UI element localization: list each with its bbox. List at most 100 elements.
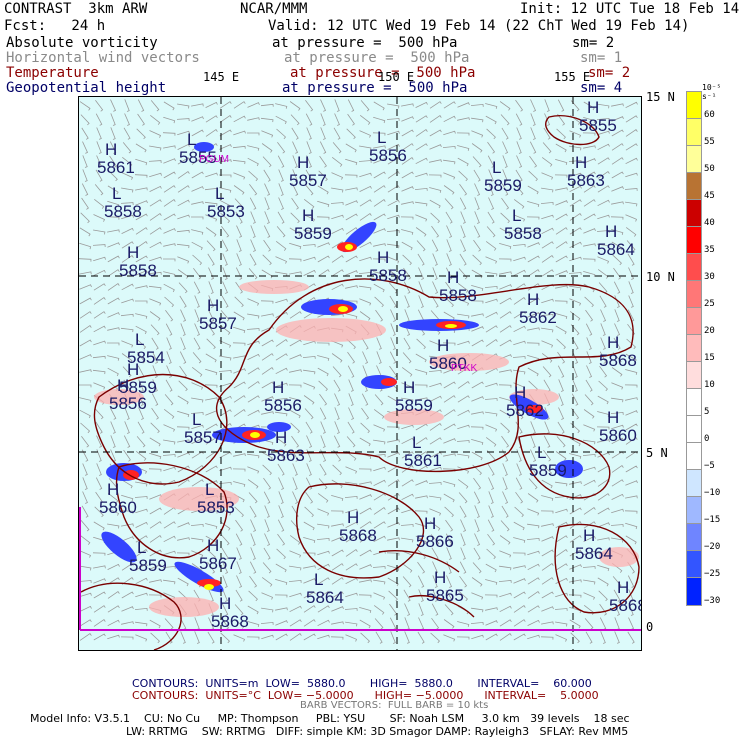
- height-value-label: 5858: [504, 224, 542, 243]
- height-value-label: 5861: [97, 158, 135, 177]
- lat-lon-grid: [79, 97, 641, 650]
- colorbar-swatch: [686, 199, 702, 228]
- field-level: at pressure = 500 hPa: [282, 80, 468, 96]
- barb-info: BARB VECTORS: FULL BARB = 10 kts: [300, 700, 489, 711]
- colorbar-tick-label: −5: [704, 461, 715, 471]
- colorbar-tick-label: 40: [704, 218, 715, 228]
- height-value-label: 5863: [567, 171, 605, 190]
- colorbar-swatch: [686, 415, 702, 444]
- colorbar-swatch: [686, 577, 702, 606]
- height-value-label: 5860: [99, 498, 137, 517]
- colorbar-swatch: [686, 226, 702, 255]
- height-value-label: 5868: [211, 612, 249, 631]
- height-value-label: 5868: [599, 351, 637, 370]
- high-center-label: H: [587, 98, 599, 117]
- height-value-label: 5862: [506, 401, 544, 420]
- height-value-label: 5855: [179, 148, 217, 167]
- height-value-label: 5860: [429, 354, 467, 373]
- colorbar-swatch: [686, 253, 702, 282]
- height-value-label: 5859: [484, 176, 522, 195]
- height-value-label: 5868: [339, 526, 377, 545]
- model-info: Model Info: V3.5.1 CU: No Cu MP: Thompso…: [30, 712, 630, 725]
- height-value-label: 5860: [599, 426, 637, 445]
- lat-label: 15 N: [646, 90, 675, 104]
- colorbar-swatch: [686, 172, 702, 201]
- height-value-label: 5857: [184, 428, 222, 447]
- field-name: Absolute vorticity: [6, 35, 158, 51]
- colorbar-tick-label: 10: [704, 380, 715, 390]
- lon-label: 150 E: [378, 70, 415, 84]
- height-value-label: 5862: [519, 308, 557, 327]
- high-center-label: H: [127, 360, 139, 379]
- colorbar-tick-label: 20: [704, 326, 715, 336]
- high-center-label: H: [207, 536, 219, 555]
- low-center-label: L: [187, 130, 196, 149]
- lat-label: 10 N: [646, 270, 675, 284]
- high-center-label: H: [275, 428, 287, 447]
- colorbar-tick-label: 25: [704, 299, 715, 309]
- colorbar-tick-label: 50: [704, 164, 715, 174]
- high-center-label: H: [219, 594, 231, 613]
- colorbar-swatch: [686, 334, 702, 363]
- height-value-label: 5856: [369, 146, 407, 165]
- field-smoothing: sm= 1: [580, 50, 623, 66]
- high-center-label: H: [403, 378, 415, 397]
- colorbar-tick-label: 45: [704, 191, 715, 201]
- colorbar-tick-label: 60: [704, 110, 715, 120]
- high-center-label: H: [302, 206, 314, 225]
- high-center-label: H: [377, 248, 389, 267]
- colorbar-swatch: [686, 307, 702, 336]
- contour-info-height: CONTOURS: UNITS=m LOW= 5880.0 HIGH= 5880…: [132, 677, 592, 690]
- colorbar-swatch: [686, 361, 702, 390]
- colorbar-tick-label: 35: [704, 245, 715, 255]
- low-center-label: L: [492, 158, 501, 177]
- height-value-label: 5855: [579, 116, 617, 135]
- high-center-label: H: [607, 408, 619, 427]
- colorbar-swatch: [686, 550, 702, 579]
- low-center-label: L: [135, 330, 144, 349]
- height-value-label: 5866: [416, 532, 454, 551]
- colorbar-tick-label: 30: [704, 272, 715, 282]
- map-panel: H 5861 L 5855 H 5857 L 5856 L 5859 H 5863 H 5855 L 5858…: [78, 96, 642, 651]
- colorbar-tick-label: 0: [704, 434, 710, 444]
- high-center-label: H: [107, 480, 119, 499]
- colorbar-swatch: [686, 496, 702, 525]
- field-name: Temperature: [6, 65, 99, 81]
- contour-info-temp: CONTOURS: UNITS=°C LOW= −5.0000 HIGH= −5…: [132, 689, 599, 702]
- high-center-label: H: [617, 578, 629, 597]
- temperature-contours: [80, 115, 640, 650]
- height-value-label: 5853: [197, 498, 235, 517]
- height-value-label: 5858: [439, 286, 477, 305]
- low-center-label: L: [137, 538, 146, 557]
- colorbar-swatch: [686, 388, 702, 417]
- model-title: CONTRAST 3km ARW: [4, 1, 148, 17]
- init-time: Init: 12 UTC Tue 18 Feb 14: [520, 1, 740, 17]
- high-center-label: H: [424, 514, 436, 533]
- high-center-label: H: [297, 153, 309, 172]
- colorbar-tick-label: 15: [704, 353, 715, 363]
- valid-time: Valid: 12 UTC Wed 19 Feb 14 (22 ChT Wed …: [268, 18, 690, 34]
- height-value-label: 5864: [597, 240, 635, 259]
- low-center-label: L: [205, 480, 214, 499]
- station-label: PTKK: [451, 363, 477, 374]
- lat-label: 5 N: [646, 446, 668, 460]
- colorbar-swatch: [686, 91, 702, 120]
- high-center-label: H: [447, 268, 459, 287]
- height-value-label: 5863: [267, 446, 305, 465]
- field-level: at pressure = 500 hPa: [284, 50, 470, 66]
- vorticity-field: [94, 142, 639, 617]
- colorbar-unit: 10⁻⁵ s⁻¹: [702, 83, 722, 101]
- colorbar-tick-label: −30: [704, 596, 721, 606]
- high-center-label: H: [347, 508, 359, 527]
- lon-label: 155 E: [554, 70, 591, 84]
- lon-label: 145 E: [203, 70, 240, 84]
- low-center-label: L: [314, 570, 323, 589]
- high-center-label: H: [434, 568, 446, 587]
- colorbar-swatch: [686, 118, 702, 147]
- height-value-label: 5858: [104, 202, 142, 221]
- colorbar-swatch: [686, 469, 702, 498]
- field-name: Horizontal wind vectors: [6, 50, 200, 66]
- station-label: PGUM: [199, 154, 229, 165]
- height-value-label: 5858: [119, 261, 157, 280]
